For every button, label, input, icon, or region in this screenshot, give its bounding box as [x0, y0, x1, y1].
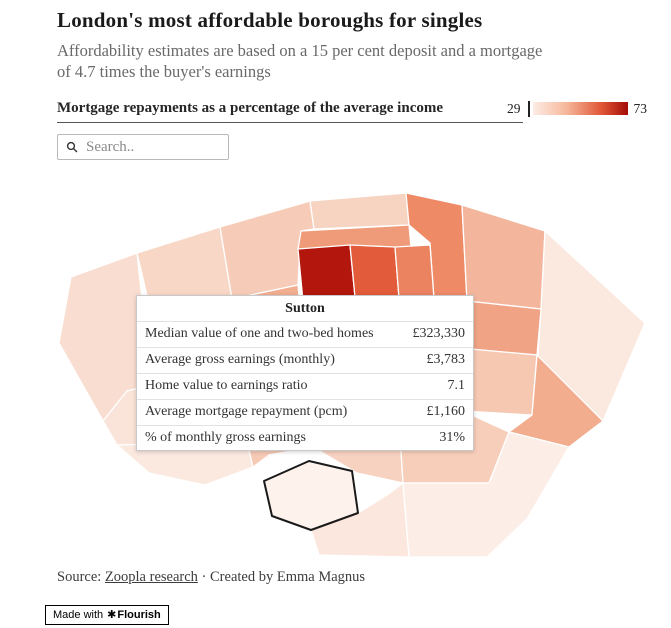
- borough-sutton[interactable]: [263, 460, 359, 531]
- tooltip-row: Median value of one and two-bed homes £3…: [137, 321, 473, 347]
- borough-region-07[interactable]: [461, 204, 546, 310]
- legend-gradient-bar: [532, 102, 628, 115]
- created-by: Created by Emma Magnus: [210, 569, 366, 585]
- source-link[interactable]: Zoopla research: [104, 569, 198, 585]
- tooltip-row-value: 31%: [439, 429, 465, 445]
- page-subtitle: Affordability estimates are based on a 1…: [57, 40, 653, 82]
- borough-region-14[interactable]: [466, 300, 542, 356]
- footer-credit: Source: Zoopla research · Created by Emm…: [57, 569, 365, 586]
- tooltip-row-value: £1,160: [426, 403, 466, 419]
- tooltip-row: Average gross earnings (monthly) £3,783: [137, 346, 473, 373]
- search-box[interactable]: [57, 134, 229, 160]
- tooltip-row-label: Median value of one and two-bed homes: [145, 326, 374, 341]
- tooltip-title: Sutton: [285, 301, 325, 316]
- search-input[interactable]: [84, 137, 220, 157]
- page-title: London's most affordable boroughs for si…: [57, 8, 483, 32]
- borough-region-13[interactable]: [394, 244, 435, 300]
- tooltip-row-label: Home value to earnings ratio: [145, 377, 308, 393]
- borough-region-16[interactable]: [462, 348, 538, 416]
- flourish-badge[interactable]: Made with ✱ Flourish: [45, 605, 169, 625]
- tooltip-row: % of monthly gross earnings 31%: [137, 424, 473, 451]
- footer-separator: ·: [197, 569, 211, 585]
- legend-divider: [57, 122, 523, 123]
- tooltip-row-label: Average gross earnings (monthly): [145, 351, 335, 367]
- subtitle-line-2: of 4.7 times the buyer's earnings: [57, 62, 271, 82]
- source-prefix: Source:: [57, 569, 105, 585]
- flourish-brand-label: Flourish: [117, 608, 161, 621]
- borough-region-04[interactable]: [309, 192, 410, 230]
- tooltip-row-value: £3,783: [426, 351, 466, 367]
- flourish-logo-icon: ✱: [107, 609, 117, 621]
- subtitle-line-1: Affordability estimates are based on a 1…: [57, 41, 543, 60]
- map: Sutton Median value of one and two-bed h…: [57, 185, 647, 565]
- tooltip-row: Average mortgage repayment (pcm) £1,160: [137, 398, 473, 425]
- tooltip-row-label: % of monthly gross earnings: [145, 429, 306, 445]
- tooltip-sutton: Sutton Median value of one and two-bed h…: [136, 295, 474, 452]
- legend-min-value: 29: [507, 100, 521, 116]
- legend-max-value: 73: [633, 100, 648, 116]
- tooltip-row-value: 7.1: [447, 377, 466, 393]
- magnifier-icon: [66, 141, 78, 153]
- tooltip-row: Home value to earnings ratio 7.1: [137, 372, 473, 399]
- legend-tick: [527, 100, 530, 117]
- tooltip-row-value: £323,330: [412, 326, 466, 341]
- borough-region-11[interactable]: [297, 244, 356, 302]
- header: London's most affordable boroughs for si…: [57, 8, 653, 82]
- borough-region-12[interactable]: [349, 244, 400, 299]
- legend-label: Mortgage repayments as a percentage of t…: [57, 100, 444, 116]
- tooltip-row-label: Average mortgage repayment (pcm): [145, 403, 348, 419]
- made-with-label: Made with: [53, 608, 104, 621]
- borough-region-25[interactable]: [402, 431, 570, 558]
- legend: Mortgage repayments as a percentage of t…: [57, 100, 647, 117]
